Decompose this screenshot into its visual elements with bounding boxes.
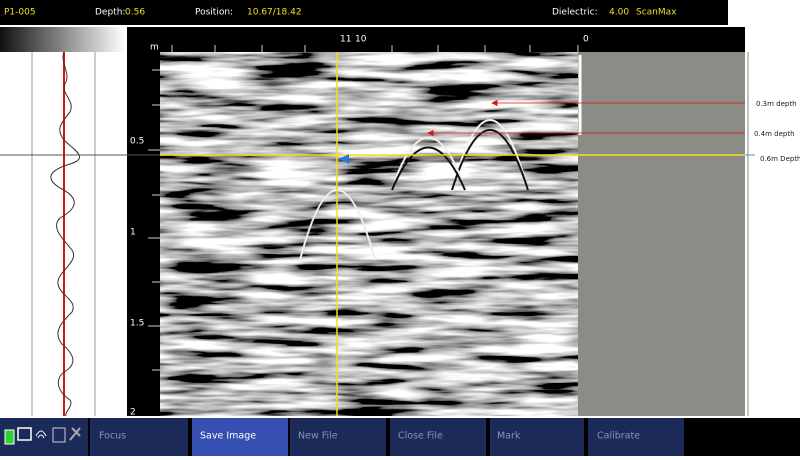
annotation: 0.6m Depth xyxy=(760,155,800,163)
button-bg[interactable] xyxy=(192,418,288,456)
button-label[interactable]: New File xyxy=(298,431,338,442)
annotation: 0.4m depth xyxy=(754,130,795,138)
button-label[interactable]: Calibrate xyxy=(597,431,640,442)
wifi-icon xyxy=(35,430,47,439)
satellite-icon xyxy=(69,427,81,441)
position-label: 11 xyxy=(340,35,351,45)
button-label[interactable]: Save Image xyxy=(200,431,256,442)
button-bg[interactable] xyxy=(390,418,486,456)
depth-unit: m xyxy=(150,43,159,53)
cursor-arrow xyxy=(339,154,349,164)
button-focus[interactable]: Focus xyxy=(90,418,188,456)
battery-icon xyxy=(4,429,15,445)
annotation: 0.3m depth xyxy=(756,100,797,108)
depth-value: 0.56 xyxy=(125,8,145,18)
gps-icon xyxy=(52,427,66,443)
button-close-file[interactable]: Close File xyxy=(390,418,486,456)
depth-label: 0.5 xyxy=(130,137,144,147)
depth-ruler xyxy=(127,52,160,416)
position-label: 0 xyxy=(583,35,589,45)
button-new-file[interactable]: New File xyxy=(290,418,386,456)
position-ruler xyxy=(127,27,745,52)
depth-label: 2 xyxy=(130,408,136,418)
position-label: 10 xyxy=(355,35,367,45)
depth-label: Depth: xyxy=(95,8,125,18)
header-bar xyxy=(0,0,728,25)
button-mark[interactable]: Mark xyxy=(490,418,584,456)
dielectric-label: Dielectric: xyxy=(552,8,598,18)
button-label[interactable]: Close File xyxy=(398,431,443,442)
ruler-ticks xyxy=(148,45,579,371)
button-bg[interactable] xyxy=(90,418,188,456)
button-save-image[interactable]: Save Image xyxy=(192,418,288,456)
button-label[interactable]: Focus xyxy=(99,431,126,442)
waveform-trace xyxy=(50,51,81,417)
radargram xyxy=(160,52,578,416)
position-label: Position: xyxy=(195,8,233,18)
button-label[interactable]: Mark xyxy=(497,431,521,442)
screen-icon xyxy=(17,427,32,441)
button-bg[interactable] xyxy=(490,418,584,456)
depth-label: 1.5 xyxy=(130,319,144,329)
gain-gradient xyxy=(0,27,125,52)
button-calibrate[interactable]: Calibrate xyxy=(588,418,684,456)
button-bg[interactable] xyxy=(588,418,684,456)
dielectric-value: 4.00 xyxy=(609,8,629,18)
empty-scan-area xyxy=(578,52,745,416)
button-bg[interactable] xyxy=(290,418,386,456)
file-name: P1-005 xyxy=(4,8,36,18)
waveform-panel xyxy=(0,52,125,416)
waveform-grid xyxy=(31,52,96,416)
mode: ScanMax xyxy=(636,8,677,18)
depth-label: 1 xyxy=(130,228,136,238)
position-value: 10.67/18.42 xyxy=(247,8,302,18)
